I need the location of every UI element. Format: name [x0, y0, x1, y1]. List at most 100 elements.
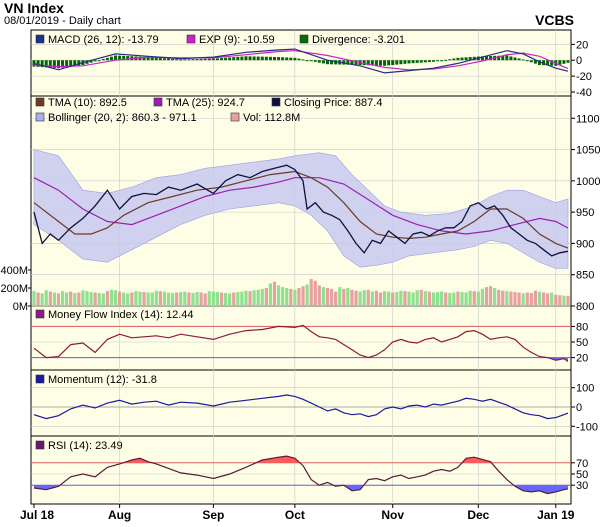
- volume-bar: [317, 285, 321, 306]
- volume-bar: [211, 291, 215, 306]
- divergence-bar: [525, 60, 529, 62]
- divergence-bar: [362, 60, 366, 66]
- volume-bar: [85, 291, 89, 306]
- closing-price-line: [33, 164, 569, 257]
- price-legend-label: Closing Price: 887.4: [284, 97, 382, 109]
- tick-label: 50: [576, 337, 588, 349]
- volume-bar: [130, 292, 134, 306]
- divergence-bar: [407, 60, 411, 64]
- divergence-bar: [285, 57, 289, 61]
- divergence-bar: [273, 56, 277, 61]
- macd-legend-label: MACD (26, 12): -13.79: [48, 34, 159, 46]
- volume-bar: [232, 292, 236, 306]
- x-tick-label: Aug: [108, 508, 131, 522]
- volume-bar: [150, 292, 154, 306]
- divergence-bar: [395, 60, 399, 65]
- divergence-bar: [521, 59, 525, 61]
- volume-bar: [497, 289, 501, 306]
- divergence-bar: [480, 56, 484, 61]
- volume-bar: [215, 292, 220, 306]
- volume-bar: [325, 288, 330, 306]
- divergence-bar: [224, 57, 228, 61]
- volume-bar: [285, 288, 289, 306]
- divergence-bar: [150, 57, 154, 61]
- divergence-bar: [44, 60, 48, 68]
- volume-bar: [199, 292, 203, 306]
- divergence-bar: [354, 60, 358, 65]
- volume-bar: [427, 291, 432, 306]
- divergence-bar: [248, 56, 252, 61]
- price-legend-label: TMA (25): 924.7: [166, 97, 245, 109]
- tick-label: -20: [576, 71, 592, 83]
- divergence-bar: [126, 56, 130, 61]
- x-tick-label: Dec: [467, 508, 489, 522]
- volume-bar: [391, 292, 395, 306]
- volume-bar: [118, 291, 122, 306]
- volume-bar: [105, 291, 109, 306]
- macd-legend-swatch: [186, 34, 196, 44]
- volume-bar: [541, 292, 546, 306]
- volume-bar: [44, 290, 48, 306]
- volume-bar: [101, 293, 105, 306]
- divergence-bar: [73, 60, 77, 67]
- volume-bar: [550, 292, 554, 306]
- volume-bar: [183, 291, 187, 306]
- volume-bar: [509, 291, 513, 306]
- volume-bar: [313, 280, 317, 306]
- volume-bar: [493, 288, 497, 306]
- tma25-line: [33, 177, 569, 235]
- volume-bar: [268, 283, 273, 306]
- divergence-bar: [501, 55, 505, 61]
- x-tick-label: Jan 19: [537, 508, 575, 522]
- divergence-bar: [187, 59, 191, 61]
- volume-bar: [444, 292, 448, 306]
- divergence-bar: [61, 60, 65, 68]
- volume-bar: [354, 290, 358, 306]
- tick-label: 100: [576, 383, 594, 395]
- tick-label: 800: [576, 301, 594, 313]
- volume-bar: [166, 292, 171, 306]
- divergence-bar: [460, 57, 464, 61]
- tma10-line: [33, 170, 569, 249]
- tick-label: 1050: [576, 145, 600, 157]
- tick-label: 900: [576, 238, 594, 250]
- volume-bar: [256, 289, 260, 306]
- divergence-bar: [550, 60, 554, 66]
- volume-bar: [260, 288, 264, 306]
- volume-bar: [537, 291, 542, 306]
- divergence-bar: [383, 60, 387, 66]
- tick-label: 20: [576, 353, 588, 365]
- volume-bar: [170, 292, 175, 306]
- rsi-line: [33, 455, 569, 495]
- volume-bar: [219, 292, 224, 306]
- volume-bar: [126, 293, 130, 306]
- volume-bar: [358, 291, 362, 306]
- volume-bar: [533, 290, 537, 306]
- tick-label: 70: [576, 458, 588, 470]
- volume-bar: [142, 292, 146, 306]
- divergence-bar: [293, 57, 297, 61]
- price-legend-label: Vol: 112.8M: [243, 112, 300, 124]
- tick-label: -40: [576, 87, 592, 99]
- volume-bar: [223, 292, 228, 306]
- divergence-bar: [558, 60, 562, 65]
- divergence-bar: [562, 60, 566, 64]
- divergence-bar: [52, 60, 56, 68]
- volume-bar: [93, 292, 97, 306]
- price-legend-label: TMA (10): 892.5: [48, 97, 127, 109]
- tick-label: 80: [576, 321, 588, 333]
- divergence-bar: [517, 58, 521, 61]
- divergence-bar: [317, 60, 321, 63]
- volume-bar: [480, 288, 484, 306]
- divergence-bar: [542, 60, 546, 66]
- bollinger-band: [33, 149, 569, 269]
- volume-bar: [228, 293, 232, 306]
- macd-legend-swatch: [35, 34, 45, 44]
- tick-label: 950: [576, 207, 594, 219]
- divergence-bar: [142, 56, 146, 61]
- divergence-bar: [546, 60, 550, 66]
- volume-bar: [77, 292, 81, 306]
- divergence-bar: [427, 60, 431, 63]
- volume-bar: [207, 291, 211, 306]
